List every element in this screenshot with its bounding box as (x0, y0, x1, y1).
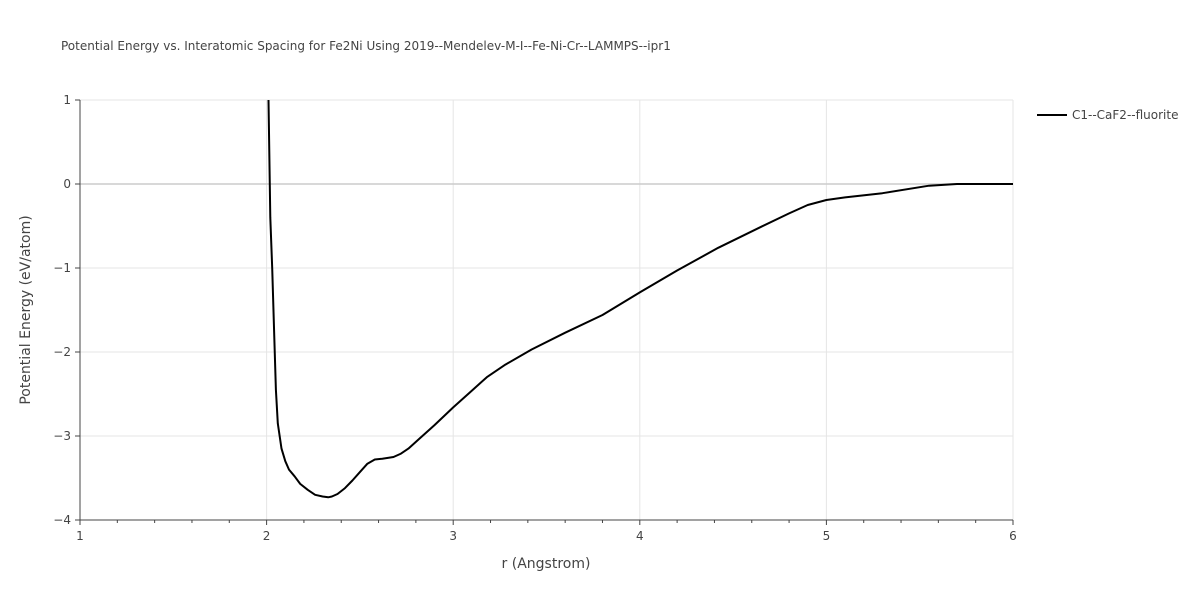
y-tick-label: 1 (63, 93, 71, 107)
y-tick-label: −4 (53, 513, 71, 527)
x-tick-label: 2 (263, 529, 271, 543)
plot-series (267, 99, 1013, 499)
series-line-0 (267, 99, 1013, 499)
y-tick-label: −3 (53, 429, 71, 443)
y-tick-label: −1 (53, 261, 71, 275)
legend[interactable]: C1--CaF2--fluorite (1037, 108, 1178, 122)
x-tick-label: 6 (1009, 529, 1017, 543)
axes (79, 100, 1013, 521)
x-tick-label: 3 (449, 529, 457, 543)
y-tick-label: −2 (53, 345, 71, 359)
x-axis-title: r (Angstrom) (502, 556, 591, 572)
x-tick-label: 5 (823, 529, 831, 543)
x-axis-ticks: 1 2 3 4 5 6 (76, 520, 1017, 543)
legend-item-label[interactable]: C1--CaF2--fluorite (1072, 108, 1178, 122)
gridlines (80, 99, 1014, 520)
chart-title: Potential Energy vs. Interatomic Spacing… (61, 39, 671, 53)
y-axis-title: Potential Energy (eV/atom) (18, 215, 34, 404)
y-tick-label: 0 (63, 177, 71, 191)
x-tick-label: 4 (636, 529, 644, 543)
y-axis-ticks: −4 −3 −2 −1 0 1 (53, 93, 80, 527)
x-tick-label: 1 (76, 529, 84, 543)
